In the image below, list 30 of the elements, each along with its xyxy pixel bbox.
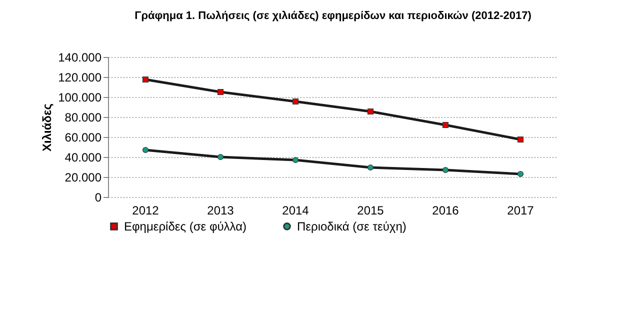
- point: [292, 156, 299, 164]
- x-tick-label: 2017: [507, 204, 534, 218]
- chart-title: Γράφημα 1. Πωλήσεις (σε χιλιάδες) εφημερίδων και περιοδικών (2012-2017): [134, 10, 532, 22]
- point: [217, 154, 224, 160]
- legend-label: Περιοδικά (σε τεύχη): [297, 219, 406, 234]
- y-tick-label: 20.000: [64, 170, 102, 184]
- x-tick-label: 2014: [282, 204, 310, 218]
- y-tick-label: 120.000: [58, 70, 102, 84]
- point: [142, 146, 149, 154]
- y-tick-label: 40.000: [64, 150, 102, 164]
- y-tick-label: 0: [94, 190, 102, 204]
- x-tick-label: 2015: [357, 204, 384, 218]
- y-tick-label: 60.000: [64, 130, 102, 144]
- x-tick-label: 2012: [132, 204, 160, 218]
- point: [367, 108, 374, 115]
- y-tick-label: 80.000: [64, 110, 102, 124]
- legend-label: Εφημερίδες (σε φύλλα): [124, 219, 247, 234]
- point: [517, 170, 524, 178]
- point: [142, 76, 149, 83]
- y-tick-label: 140.000: [58, 50, 102, 64]
- point: [292, 98, 299, 105]
- y-tick-label: 100.000: [58, 90, 102, 104]
- point: [442, 166, 449, 174]
- point: [517, 136, 524, 143]
- point: [217, 88, 224, 96]
- point: [442, 122, 449, 128]
- x-tick-label: 2016: [432, 204, 460, 218]
- point: [367, 164, 374, 171]
- y-axis-title: Χιλιάδες: [40, 104, 54, 152]
- x-tick-label: 2013: [207, 204, 234, 218]
